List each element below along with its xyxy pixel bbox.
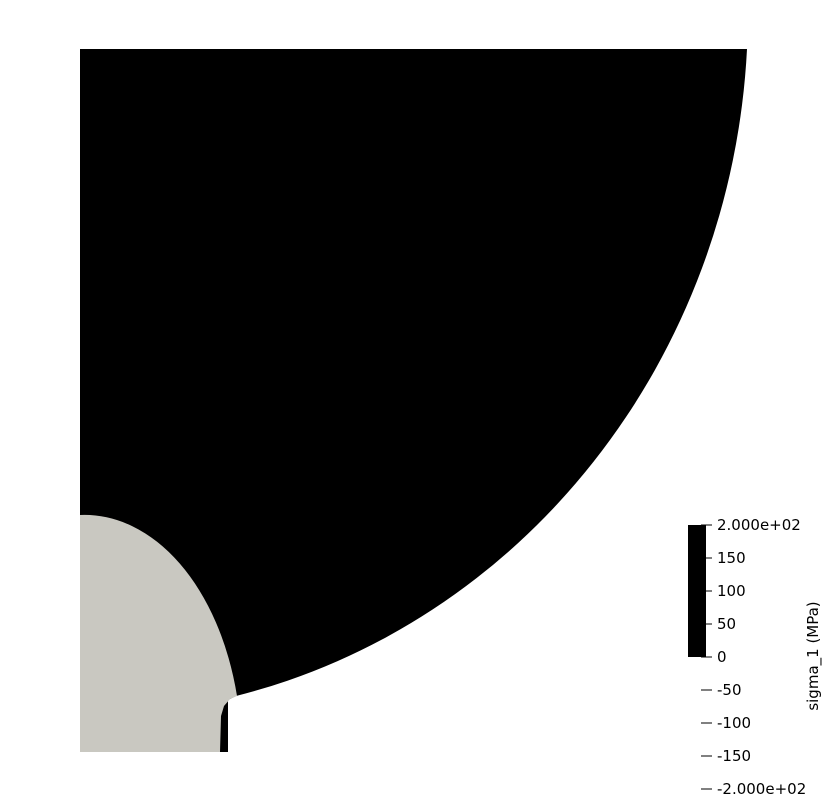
colorbar-tick-label: 0	[717, 648, 727, 666]
colorbar-tick-label: -50	[717, 681, 742, 699]
stress-domain-quarter-disk	[80, 49, 747, 752]
colorbar-tick-label: -100	[717, 714, 751, 732]
colorbar-tick-label: -150	[717, 747, 751, 765]
colorbar-tick-label: -2.000e+02	[717, 780, 806, 798]
inclusion-region	[80, 514, 237, 752]
colorbar-tick-label: 100	[717, 582, 746, 600]
colorbar-tick-label: 2.000e+02	[717, 516, 801, 534]
colorbar-ticks: 2.000e+02 150 100 50 0 -50 -100 -150 -2.000e+02	[701, 516, 806, 798]
colorbar-tick-label: 150	[717, 549, 746, 567]
colorbar-title: sigma_1 (MPa)	[804, 601, 823, 710]
colorbar-legend: 2.000e+02150100500-50-100-150-2.000e+02 …	[688, 516, 823, 798]
colorbar-tick-label: 50	[717, 615, 736, 633]
